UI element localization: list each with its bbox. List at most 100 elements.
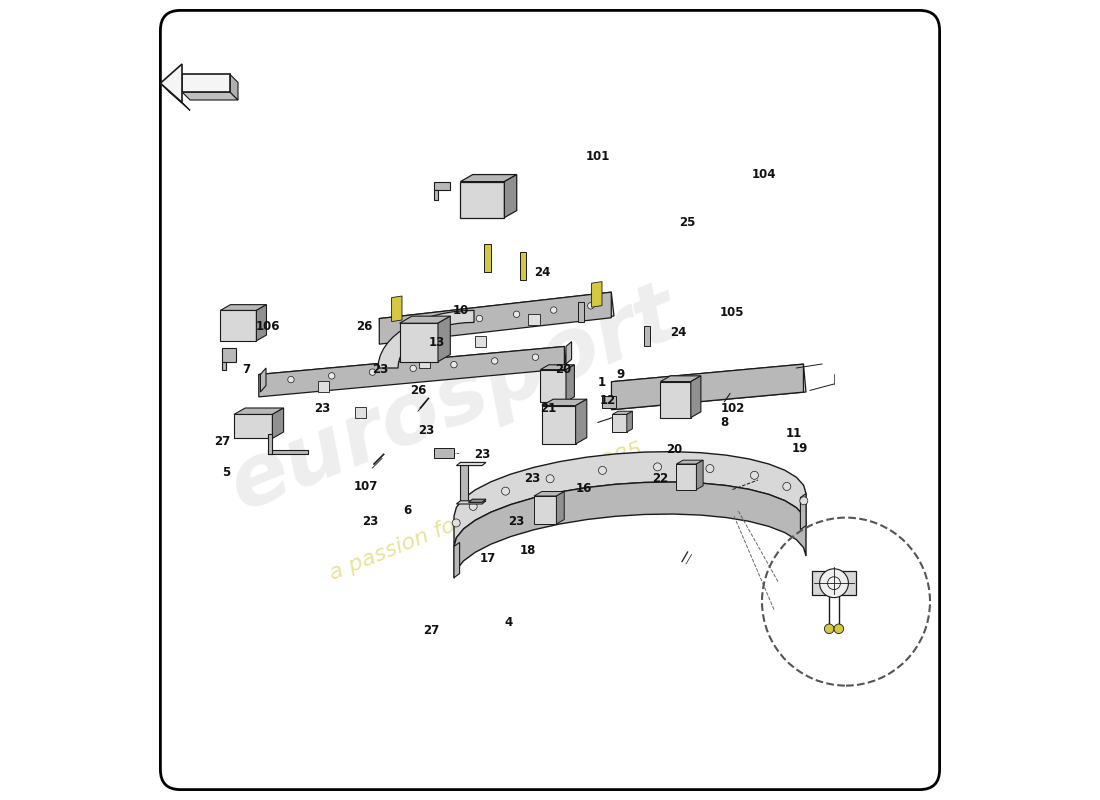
- Polygon shape: [469, 499, 486, 502]
- Text: 25: 25: [680, 216, 696, 229]
- Polygon shape: [182, 92, 238, 100]
- Polygon shape: [220, 305, 266, 310]
- Text: 4: 4: [504, 616, 513, 629]
- Polygon shape: [528, 314, 540, 325]
- Polygon shape: [676, 464, 696, 490]
- Polygon shape: [566, 365, 574, 402]
- Text: 18: 18: [519, 544, 536, 557]
- Text: 10: 10: [452, 304, 469, 317]
- Polygon shape: [613, 411, 632, 414]
- Text: 106: 106: [256, 320, 280, 333]
- Text: 24: 24: [534, 266, 550, 278]
- Polygon shape: [592, 282, 602, 307]
- Circle shape: [410, 365, 417, 371]
- Circle shape: [706, 465, 714, 473]
- Polygon shape: [379, 292, 612, 344]
- Circle shape: [598, 466, 606, 474]
- Polygon shape: [540, 370, 566, 402]
- Polygon shape: [456, 501, 486, 504]
- Circle shape: [750, 471, 759, 479]
- Polygon shape: [627, 411, 632, 432]
- Polygon shape: [454, 482, 806, 578]
- Polygon shape: [613, 414, 627, 432]
- Polygon shape: [230, 74, 238, 100]
- Circle shape: [546, 474, 554, 482]
- Text: 20: 20: [554, 363, 571, 376]
- Text: 23: 23: [372, 363, 388, 376]
- Text: 23: 23: [474, 448, 491, 461]
- Text: 12: 12: [600, 394, 616, 406]
- Text: 27: 27: [424, 624, 440, 637]
- Polygon shape: [542, 399, 586, 406]
- Polygon shape: [161, 83, 190, 110]
- Circle shape: [288, 376, 294, 382]
- Polygon shape: [519, 252, 526, 280]
- Polygon shape: [419, 357, 430, 368]
- Polygon shape: [258, 346, 564, 397]
- Polygon shape: [220, 310, 256, 341]
- Circle shape: [827, 577, 840, 590]
- Circle shape: [514, 311, 520, 318]
- Circle shape: [820, 569, 848, 598]
- Polygon shape: [676, 460, 703, 464]
- Text: 6: 6: [404, 504, 411, 517]
- Polygon shape: [256, 305, 266, 341]
- Polygon shape: [399, 316, 450, 323]
- Polygon shape: [540, 365, 574, 370]
- Polygon shape: [542, 406, 575, 444]
- Polygon shape: [378, 310, 474, 368]
- Text: 19: 19: [791, 442, 807, 454]
- Polygon shape: [438, 316, 450, 362]
- Circle shape: [452, 519, 460, 527]
- Polygon shape: [660, 376, 701, 382]
- Polygon shape: [534, 496, 557, 524]
- Polygon shape: [434, 190, 438, 200]
- Polygon shape: [461, 464, 469, 502]
- Polygon shape: [234, 408, 284, 414]
- Text: 23: 23: [525, 472, 540, 485]
- Text: eurosport: eurosport: [218, 272, 691, 528]
- Polygon shape: [566, 342, 572, 364]
- Text: 107: 107: [354, 480, 378, 493]
- Text: 17: 17: [480, 552, 496, 565]
- Text: 23: 23: [508, 515, 525, 528]
- Circle shape: [824, 624, 834, 634]
- Text: 104: 104: [752, 168, 777, 181]
- Circle shape: [532, 354, 539, 360]
- Text: 24: 24: [670, 326, 686, 338]
- Polygon shape: [557, 491, 564, 524]
- Text: 1: 1: [598, 376, 606, 389]
- Text: 26: 26: [356, 320, 373, 333]
- Polygon shape: [222, 348, 236, 362]
- Text: 101: 101: [586, 150, 611, 162]
- Polygon shape: [434, 182, 450, 190]
- Circle shape: [834, 624, 844, 634]
- Circle shape: [492, 358, 498, 364]
- Polygon shape: [258, 346, 566, 392]
- Text: 26: 26: [410, 384, 427, 397]
- Circle shape: [451, 362, 458, 368]
- Polygon shape: [534, 491, 564, 496]
- Text: 23: 23: [314, 402, 330, 414]
- Text: 23: 23: [362, 515, 378, 528]
- Polygon shape: [612, 364, 803, 410]
- Text: 9: 9: [616, 368, 625, 381]
- Circle shape: [402, 324, 408, 330]
- Text: 16: 16: [575, 482, 592, 494]
- Text: 21: 21: [540, 402, 557, 414]
- Polygon shape: [691, 376, 701, 418]
- Circle shape: [370, 369, 376, 375]
- Polygon shape: [399, 323, 438, 362]
- Polygon shape: [182, 74, 230, 92]
- Circle shape: [329, 373, 334, 379]
- Text: 102: 102: [720, 402, 745, 414]
- Polygon shape: [222, 362, 226, 370]
- Circle shape: [476, 315, 483, 322]
- Polygon shape: [454, 452, 806, 546]
- Polygon shape: [273, 408, 284, 438]
- Polygon shape: [392, 296, 402, 322]
- Polygon shape: [505, 174, 517, 218]
- Polygon shape: [261, 368, 266, 392]
- Polygon shape: [318, 381, 329, 392]
- Circle shape: [800, 497, 807, 505]
